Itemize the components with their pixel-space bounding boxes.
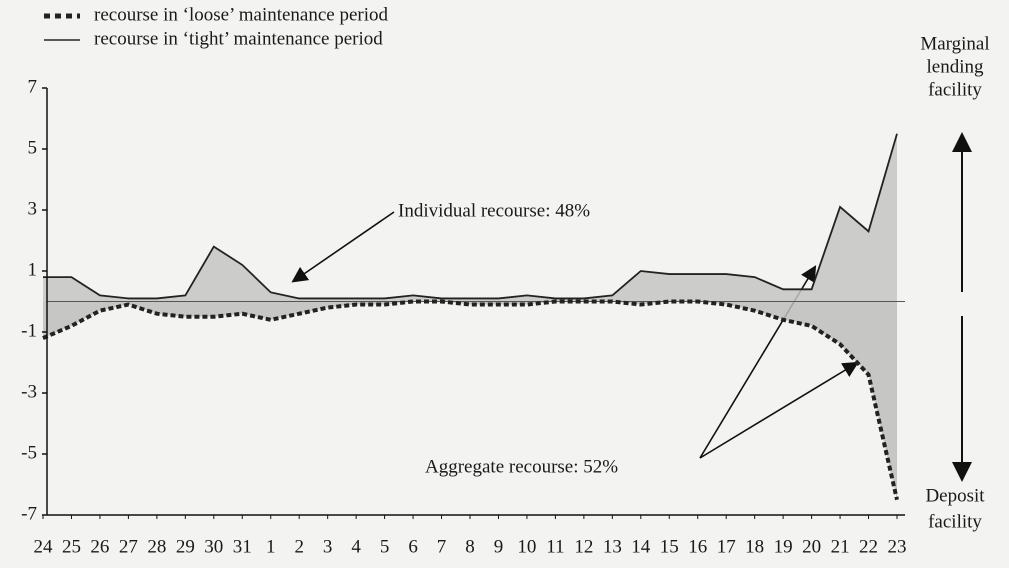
x-tick-label: 26 <box>90 536 109 557</box>
x-tick-label: 22 <box>859 536 878 557</box>
x-tick-label: 17 <box>717 536 736 557</box>
y-tick-label: 5 <box>28 137 38 158</box>
annotation: Individual recourse: 48% <box>398 200 590 221</box>
x-tick-label: 11 <box>546 536 564 557</box>
x-tick-label: 30 <box>204 536 223 557</box>
annotation: Aggregate recourse: 52% <box>425 456 618 477</box>
x-tick-label: 16 <box>688 536 707 557</box>
y-tick-label: 7 <box>28 76 38 97</box>
y-tick-label: 3 <box>28 198 38 219</box>
x-tick-label: 9 <box>494 536 504 557</box>
series-line <box>43 133 898 300</box>
x-tick-label: 25 <box>62 536 81 557</box>
x-tick-label: 29 <box>176 536 195 557</box>
x-tick-label: 23 <box>888 536 907 557</box>
x-tick-label: 5 <box>380 536 390 557</box>
x-tick-label: 6 <box>408 536 418 557</box>
x-tick-label: 2 <box>294 536 304 557</box>
legend-label: recourse in ‘tight’ maintenance period <box>94 28 383 49</box>
x-tick-label: 27 <box>119 536 138 557</box>
series-line <box>42 299 899 501</box>
y-tick-label: -1 <box>21 320 37 341</box>
x-tick-label: 15 <box>660 536 679 557</box>
y-tick-label: -5 <box>21 442 37 463</box>
x-tick-label: 14 <box>631 536 651 557</box>
y-tick-label: 1 <box>28 259 38 280</box>
x-tick-label: 20 <box>802 536 821 557</box>
x-tick-label: 19 <box>774 536 793 557</box>
y-tick-label: -7 <box>21 503 37 524</box>
legend-label: recourse in ‘loose’ maintenance period <box>94 4 389 25</box>
annotation-arrow <box>291 211 395 283</box>
side-label: lending <box>927 56 984 77</box>
x-tick-label: 13 <box>603 536 622 557</box>
side-label: Marginal <box>920 33 989 54</box>
x-tick-label: 7 <box>437 536 447 557</box>
x-tick-label: 4 <box>351 536 361 557</box>
x-tick-label: 28 <box>147 536 166 557</box>
x-tick-label: 10 <box>517 536 536 557</box>
annotation-arrow <box>699 361 859 459</box>
x-tick-label: 31 <box>233 536 252 557</box>
x-tick-label: 18 <box>745 536 764 557</box>
side-label: facility <box>928 511 982 532</box>
x-tick-label: 12 <box>574 536 593 557</box>
x-tick-label: 1 <box>266 536 276 557</box>
x-tick-label: 24 <box>34 536 54 557</box>
x-tick-label: 21 <box>831 536 850 557</box>
side-label: facility <box>928 79 982 100</box>
x-tick-label: 8 <box>465 536 475 557</box>
y-tick-label: -3 <box>21 381 37 402</box>
series-area <box>43 301 897 500</box>
side-label: Deposit <box>925 485 985 506</box>
x-tick-label: 3 <box>323 536 333 557</box>
